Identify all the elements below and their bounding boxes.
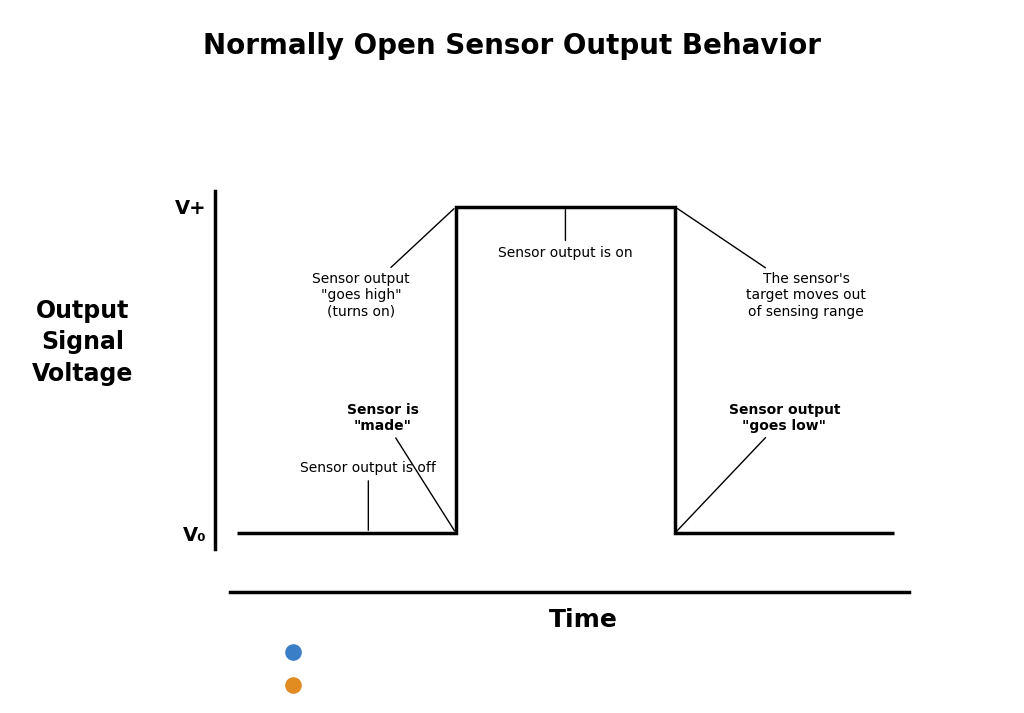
Text: Sensor output is on: Sensor output is on <box>498 210 633 260</box>
Text: Sensor is
"made": Sensor is "made" <box>347 403 455 530</box>
Point <box>285 679 301 691</box>
Point <box>329 663 345 674</box>
Point <box>285 646 301 657</box>
Text: Sensor output is off: Sensor output is off <box>300 461 436 530</box>
Text: Normally Open Sensor Output Behavior: Normally Open Sensor Output Behavior <box>203 32 821 60</box>
X-axis label: Time: Time <box>549 608 618 632</box>
Text: Sensor output
"goes high"
(turns on): Sensor output "goes high" (turns on) <box>312 209 454 319</box>
Text: Output
Signal
Voltage: Output Signal Voltage <box>32 299 133 386</box>
Text: IndustrialAutomationConnection.com: IndustrialAutomationConnection.com <box>367 655 884 682</box>
Text: Sensor output
"goes low": Sensor output "goes low" <box>677 403 840 531</box>
Text: The sensor's
target moves out
of sensing range: The sensor's target moves out of sensing… <box>677 208 866 319</box>
Point <box>354 642 371 653</box>
